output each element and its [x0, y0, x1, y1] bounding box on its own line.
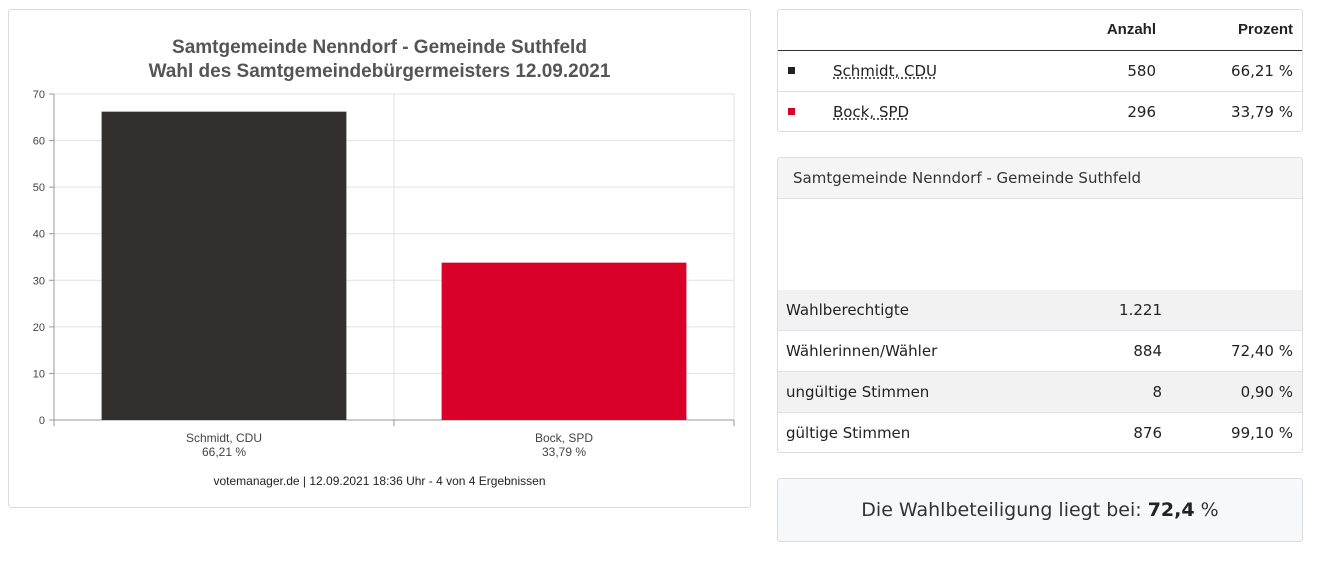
candidate-name[interactable]: Bock, SPD — [833, 103, 910, 121]
count-header: Anzahl — [1106, 21, 1156, 38]
y-tick-label: 70 — [33, 89, 45, 101]
chart-title-block: Samtgemeinde Nenndorf - Gemeinde Suthfel… — [9, 36, 750, 84]
stat-row-valid: gültige Stimmen 876 99,10 % — [778, 413, 1302, 452]
stat-label: gültige Stimmen — [786, 424, 911, 442]
x-tick-sublabel: 33,79 % — [542, 445, 586, 459]
bar-bock — [441, 262, 687, 420]
turnout-value: 72,4 — [1147, 499, 1195, 521]
stat-row-voters: Wählerinnen/Wähler 884 72,40 % — [778, 331, 1302, 372]
y-tick-label: 40 — [33, 229, 45, 241]
x-tick-label: Bock, SPD — [535, 431, 593, 445]
result-row: Schmidt, CDU 580 66,21 % — [778, 51, 1302, 92]
turnout-text: Die Wahlbeteiligung liegt bei: — [861, 499, 1142, 521]
x-tick-label: Schmidt, CDU — [186, 431, 262, 445]
y-tick-label: 10 — [33, 368, 45, 380]
stats-header: Samtgemeinde Nenndorf - Gemeinde Suthfel… — [778, 158, 1302, 199]
legend-square-icon — [788, 67, 795, 74]
chart-subtitle: Wahl des Samtgemeindebürgermeisters 12.0… — [148, 61, 611, 82]
stat-row-invalid: ungültige Stimmen 8 0,90 % — [778, 372, 1302, 413]
stat-percent: 0,90 % — [1240, 383, 1293, 401]
stat-value: 876 — [1133, 424, 1162, 442]
candidate-percent: 66,21 % — [1231, 62, 1293, 80]
stats-card: Samtgemeinde Nenndorf - Gemeinde Suthfel… — [777, 157, 1303, 453]
y-tick-label: 0 — [39, 415, 45, 427]
stats-spacer — [778, 199, 1302, 290]
chart-footer: votemanager.de | 12.09.2021 18:36 Uhr - … — [213, 474, 546, 488]
candidate-count: 580 — [1127, 62, 1156, 80]
candidate-name[interactable]: Schmidt, CDU — [833, 62, 937, 80]
x-tick-sublabel: 66,21 % — [202, 445, 246, 459]
legend-square-icon — [788, 108, 795, 115]
stat-percent: 72,40 % — [1231, 342, 1293, 360]
stat-row-eligible: Wahlberechtigte 1.221 — [778, 290, 1302, 331]
stat-value: 1.221 — [1119, 301, 1162, 319]
stat-value: 8 — [1152, 383, 1162, 401]
chart-title: Samtgemeinde Nenndorf - Gemeinde Suthfel… — [172, 37, 587, 58]
stat-percent: 99,10 % — [1231, 424, 1293, 442]
stat-value: 884 — [1133, 342, 1162, 360]
results-header: Anzahl Prozent — [778, 10, 1302, 51]
stats-title: Samtgemeinde Nenndorf - Gemeinde Suthfel… — [793, 169, 1142, 187]
results-table: Anzahl Prozent Schmidt, CDU 580 66,21 % … — [777, 9, 1303, 132]
y-tick-label: 30 — [33, 275, 45, 287]
result-row: Bock, SPD 296 33,79 % — [778, 92, 1302, 132]
percent-header: Prozent — [1237, 21, 1293, 38]
candidate-percent: 33,79 % — [1231, 103, 1293, 121]
chart-card: Samtgemeinde Nenndorf - Gemeinde Suthfel… — [8, 9, 751, 508]
candidate-count: 296 — [1127, 103, 1156, 121]
y-tick-label: 60 — [33, 136, 45, 148]
turnout-box: Die Wahlbeteiligung liegt bei: 72,4 % — [777, 478, 1303, 542]
stat-label: ungültige Stimmen — [786, 383, 930, 401]
stat-label: Wahlberechtigte — [786, 301, 909, 319]
stat-label: Wählerinnen/Wähler — [786, 342, 938, 360]
bar-schmidt — [101, 111, 347, 420]
y-tick-label: 50 — [33, 182, 45, 194]
turnout-unit: % — [1200, 499, 1219, 521]
y-tick-label: 20 — [33, 322, 45, 334]
